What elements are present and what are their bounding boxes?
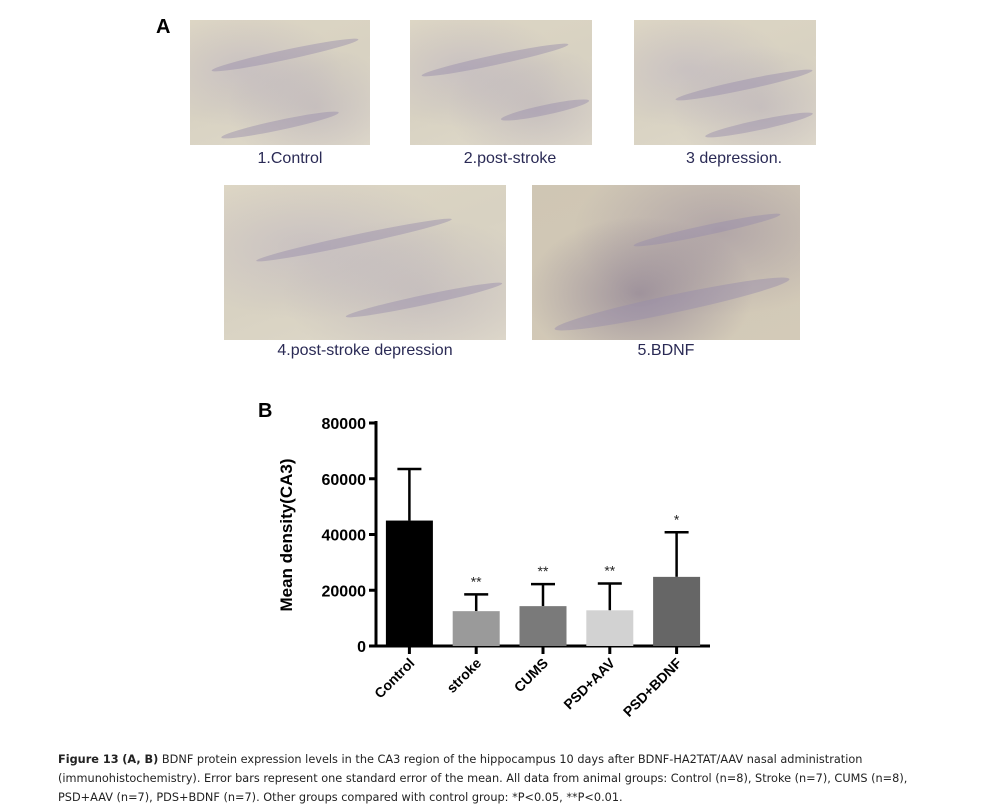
- figure-caption: Figure 13 (A, B) BDNF protein expression…: [58, 750, 963, 807]
- panel-a-letter: A: [156, 16, 171, 38]
- y-tick-label: 60000: [322, 472, 367, 489]
- image-label: 1.Control: [257, 150, 323, 167]
- y-tick-label: 80000: [322, 416, 367, 433]
- y-tick-label: 40000: [322, 528, 367, 545]
- x-tick-label: PSD+BDNF: [620, 655, 685, 720]
- micrograph-post-stroke-depression: [224, 185, 506, 340]
- x-tick-label: stroke: [443, 655, 484, 696]
- micrograph-post-stroke: [410, 20, 592, 145]
- image-label: 4.post-stroke depression: [277, 342, 453, 359]
- significance-label: **: [604, 563, 615, 579]
- bar-control: [385, 520, 433, 646]
- bar-psd+aav: [586, 610, 634, 646]
- y-axis-label: Mean density(CA3): [277, 458, 296, 611]
- micrograph-depression: [634, 20, 816, 145]
- x-tick-label: CUMS: [511, 655, 551, 695]
- caption-panels: (A, B): [122, 753, 159, 766]
- x-tick-label: PSD+AAV: [560, 654, 618, 712]
- caption-lead: Figure 13: [58, 753, 119, 766]
- y-tick-label: 20000: [322, 583, 367, 600]
- significance-label: *: [674, 511, 680, 527]
- caption-text: BDNF protein expression levels in the CA…: [58, 753, 908, 804]
- y-tick-label: 0: [357, 639, 366, 656]
- significance-label: **: [471, 573, 482, 589]
- image-label: 5.BDNF: [637, 342, 695, 359]
- image-label: 3 depression.: [685, 150, 783, 167]
- bar-cums: [519, 606, 567, 646]
- x-tick-label: Control: [371, 655, 418, 702]
- micrograph-bdnf: [532, 185, 800, 340]
- image-label: 2.post-stroke: [463, 150, 557, 167]
- bar-psd+bdnf: [653, 576, 701, 646]
- panel-b-letter: B: [258, 400, 273, 422]
- significance-label: **: [538, 563, 549, 579]
- bar-stroke: [452, 611, 500, 646]
- bar-chart: Mean density(CA3) 0 20000 40000 60000 80000 C…: [277, 416, 710, 720]
- micrograph-control: [190, 20, 370, 145]
